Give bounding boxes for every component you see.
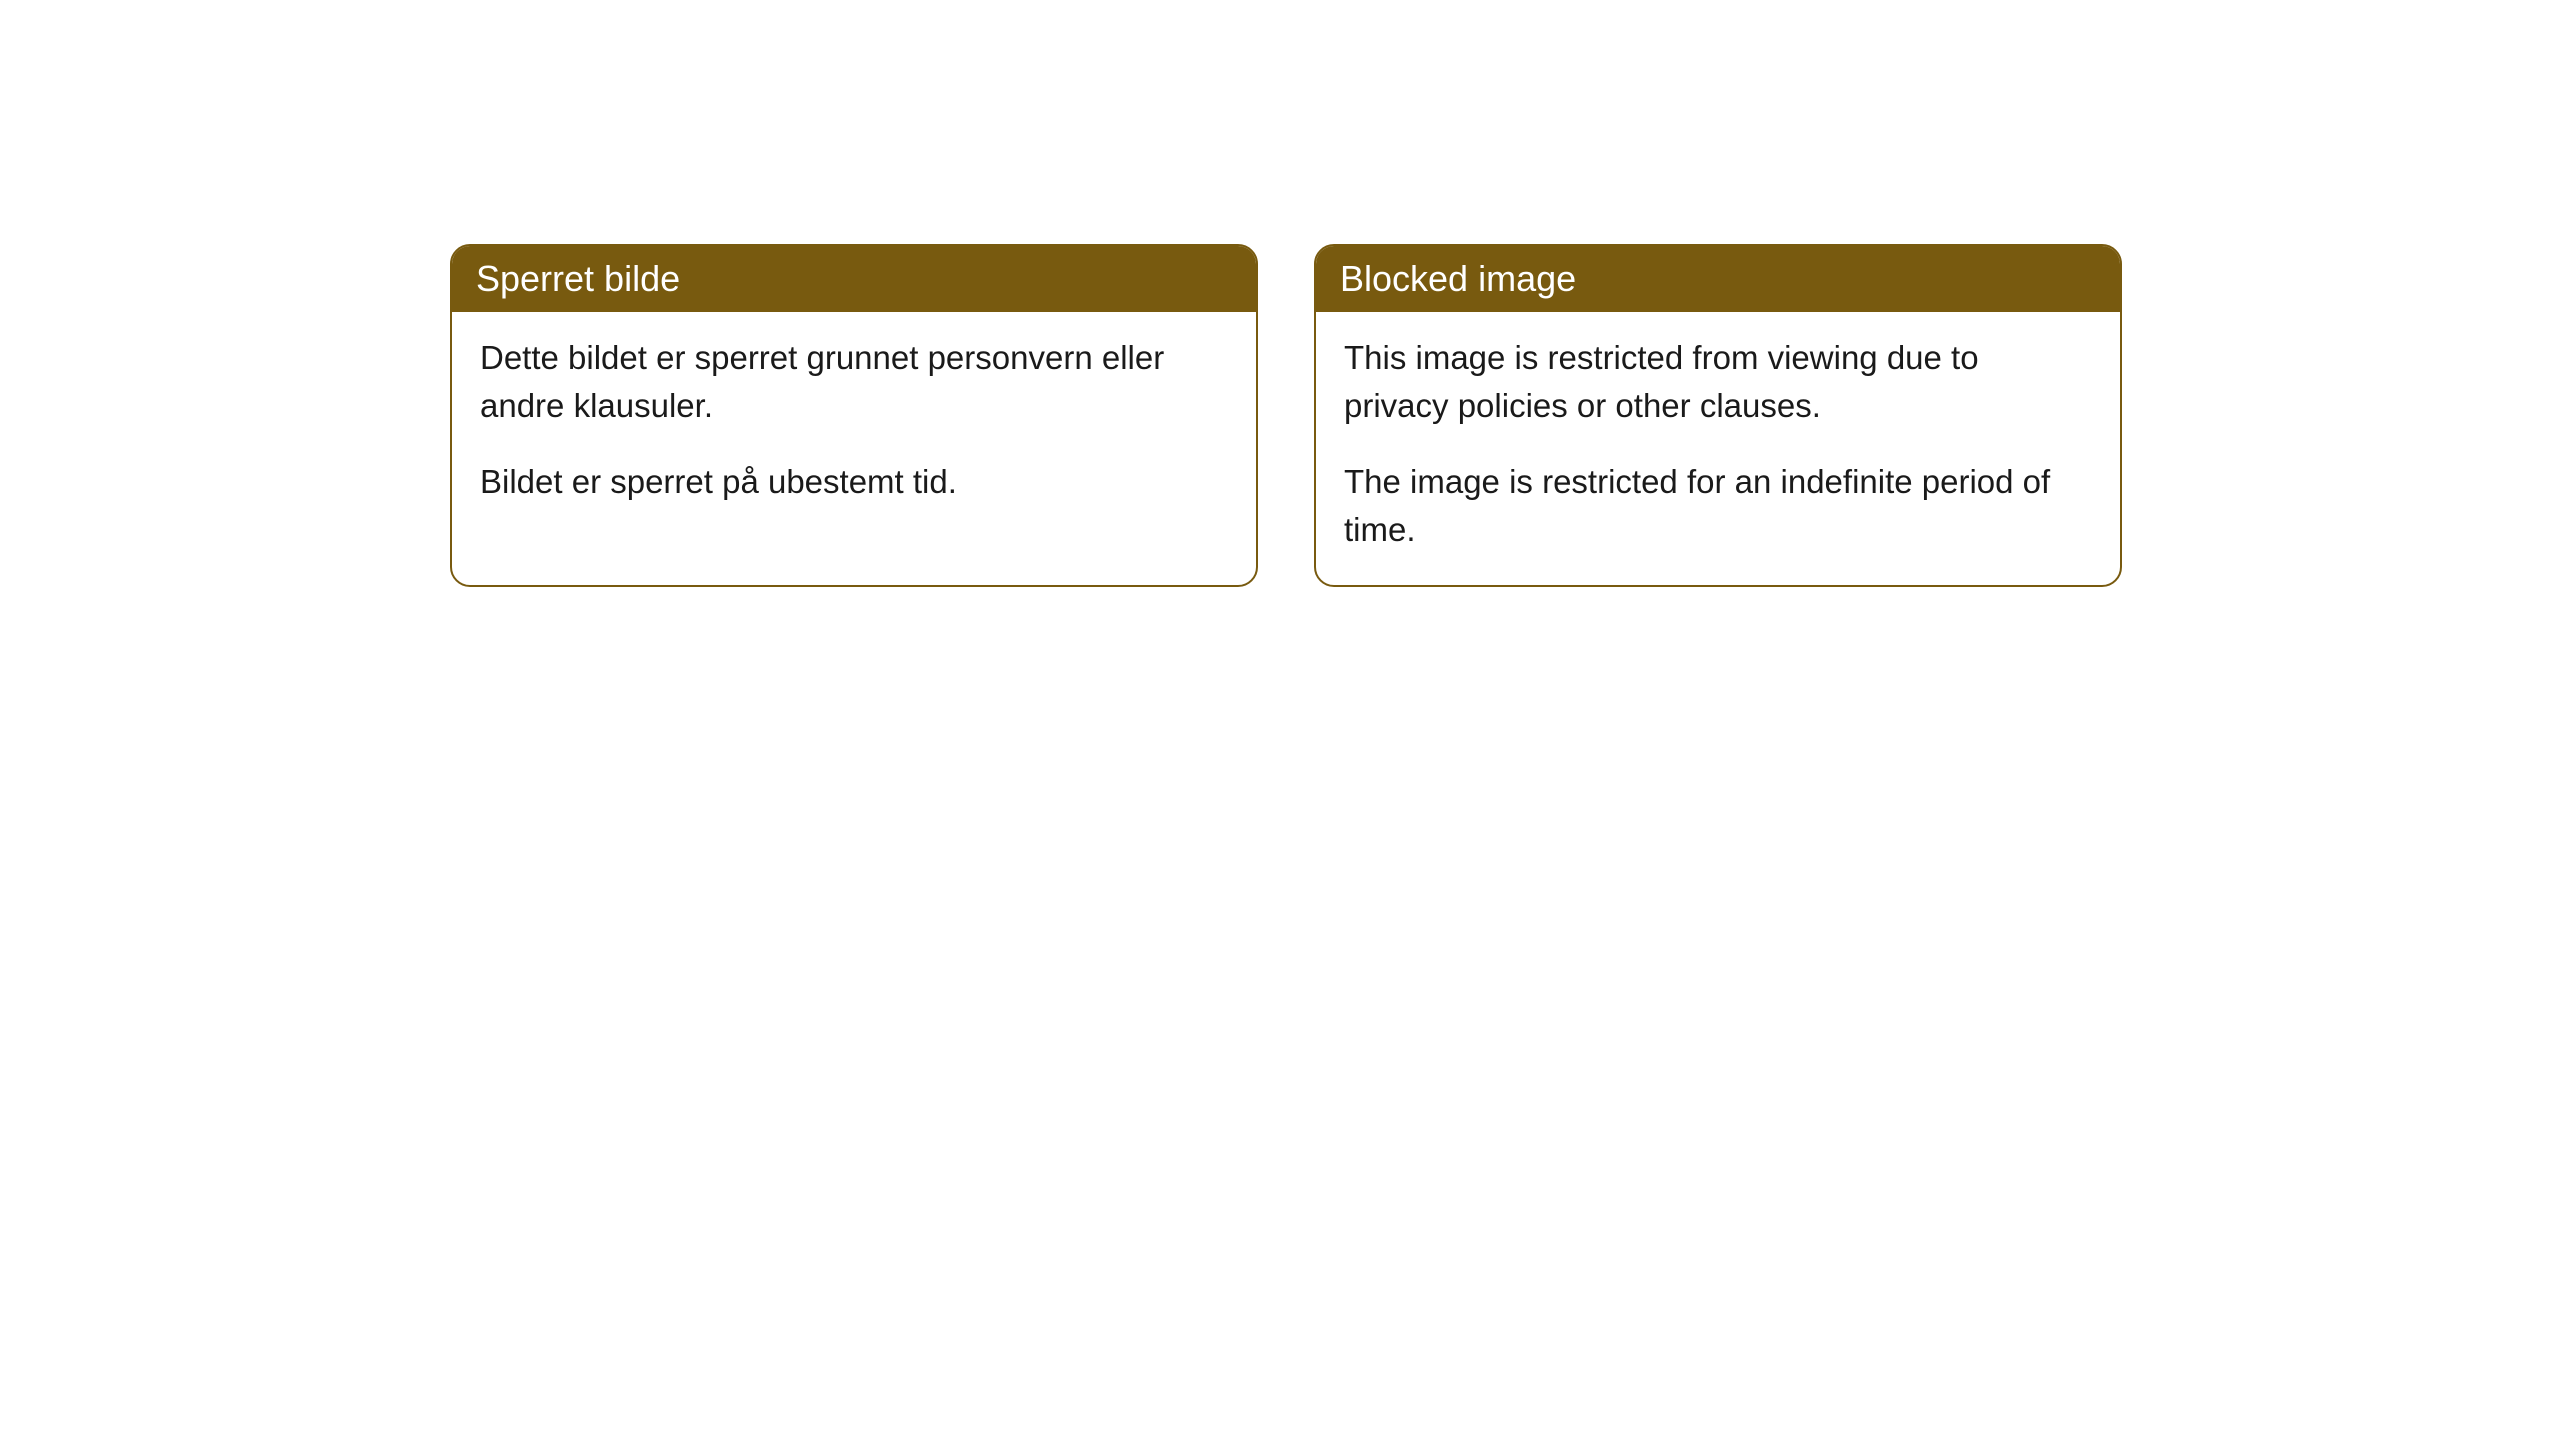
card-paragraph-1-english: This image is restricted from viewing du… xyxy=(1344,334,2092,430)
card-header-norwegian: Sperret bilde xyxy=(452,246,1256,312)
card-paragraph-2-norwegian: Bildet er sperret på ubestemt tid. xyxy=(480,458,1228,506)
card-header-english: Blocked image xyxy=(1316,246,2120,312)
card-body-norwegian: Dette bildet er sperret grunnet personve… xyxy=(452,312,1256,538)
blocked-image-card-norwegian: Sperret bilde Dette bildet er sperret gr… xyxy=(450,244,1258,587)
notice-cards-container: Sperret bilde Dette bildet er sperret gr… xyxy=(450,244,2122,587)
card-paragraph-2-english: The image is restricted for an indefinit… xyxy=(1344,458,2092,554)
blocked-image-card-english: Blocked image This image is restricted f… xyxy=(1314,244,2122,587)
card-paragraph-1-norwegian: Dette bildet er sperret grunnet personve… xyxy=(480,334,1228,430)
card-body-english: This image is restricted from viewing du… xyxy=(1316,312,2120,585)
